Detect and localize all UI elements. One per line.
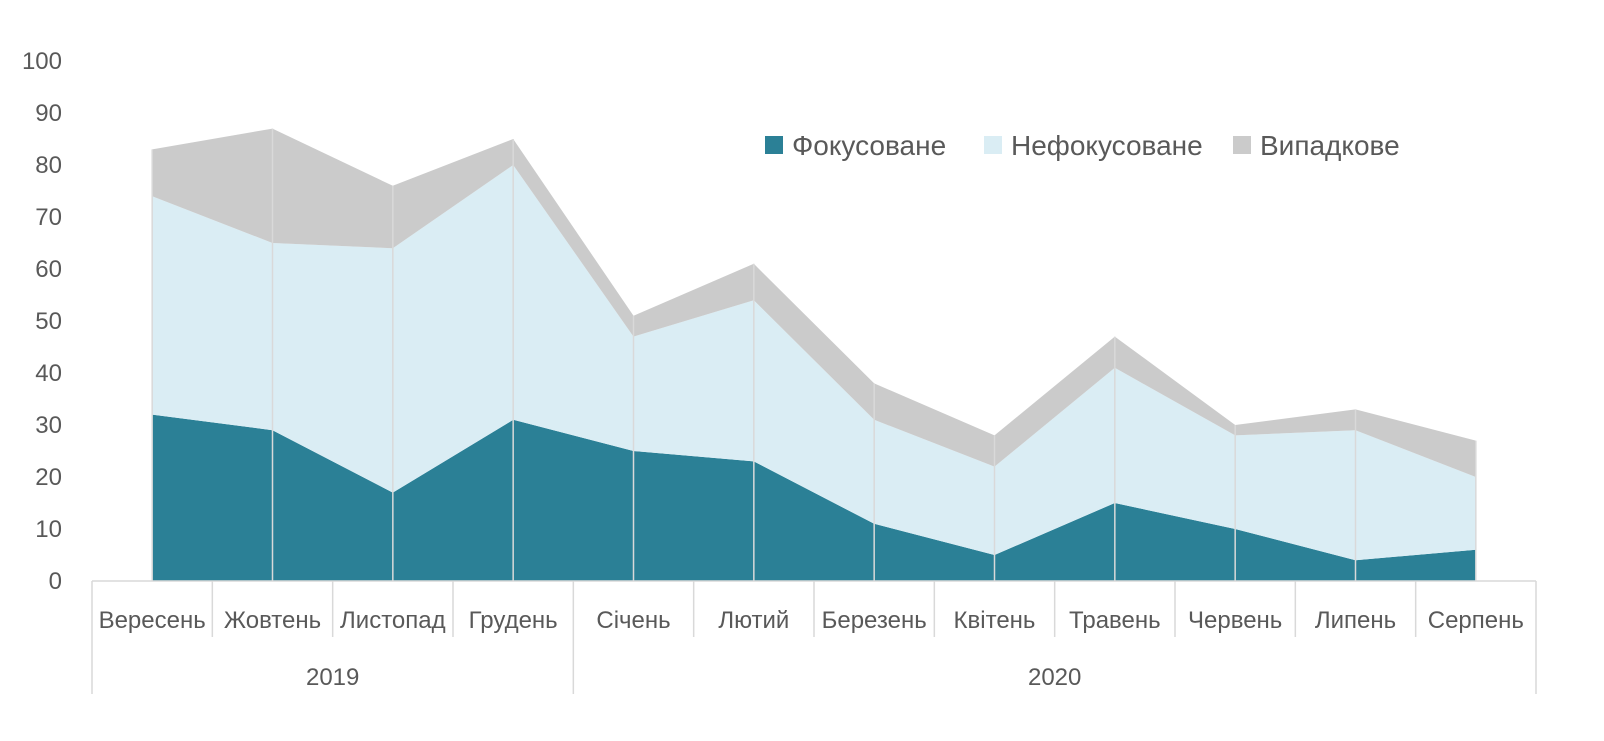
area-layers [152,128,1476,581]
y-tick-label: 100 [22,48,62,75]
x-group-label: 2019 [306,664,359,691]
x-category-label: Липень [1315,607,1396,634]
x-category-label: Травень [1069,607,1161,634]
x-category-label: Лютий [718,607,789,634]
x-category-label: Жовтень [224,607,321,634]
legend-swatch [984,136,1002,154]
x-category-label: Березень [822,607,927,634]
y-tick-label: 90 [35,100,62,127]
x-category-label: Листопад [340,607,446,634]
axes [91,580,1537,694]
y-tick-label: 10 [35,516,62,543]
x-category-label: Вересень [99,607,206,634]
area-series-2 [152,165,1476,561]
area-series-1 [152,414,1476,581]
legend-label: Фокусоване [792,130,946,161]
legend-label: Нефокусоване [1011,130,1203,161]
y-tick-label: 30 [35,412,62,439]
y-tick-label: 80 [35,152,62,179]
legend: Фокусоване Нефокусоване Випадкове [765,130,1400,161]
x-group-label: 2020 [1028,664,1081,691]
x-category-label: Січень [596,607,670,634]
y-tick-label: 70 [35,204,62,231]
category-droplines [151,128,1477,581]
legend-swatch [765,136,783,154]
y-axis-ticks: 0 10 20 30 40 50 60 70 80 90 100 [22,48,62,595]
y-tick-label: 0 [49,568,62,595]
x-category-label: Грудень [469,607,558,634]
area-series-3 [152,128,1476,477]
y-tick-label: 60 [35,256,62,283]
y-tick-label: 40 [35,360,62,387]
x-category-label: Червень [1188,607,1282,634]
x-category-label: Серпень [1428,607,1524,634]
legend-label: Випадкове [1260,130,1400,161]
x-axis-categories: Вересень Жовтень Листопад Грудень Січень Люти… [99,607,1524,691]
y-tick-label: 20 [35,464,62,491]
x-category-label: Квітень [954,607,1036,634]
y-tick-label: 50 [35,308,62,335]
legend-swatch [1233,136,1251,154]
